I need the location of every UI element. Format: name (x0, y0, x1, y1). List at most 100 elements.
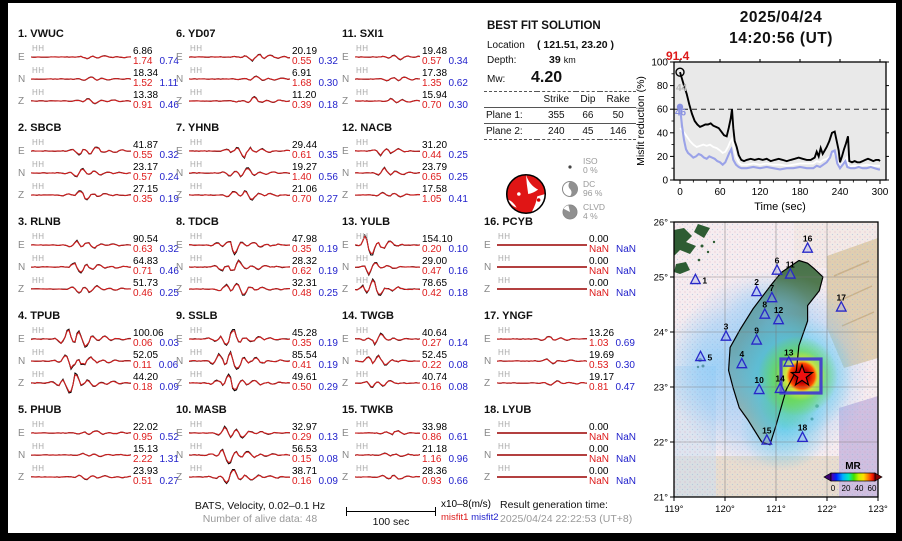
component-label: E (18, 427, 25, 439)
station-block-twgb: 14. TWGB E HH 40.64 0.27 0.14 N HH 52.45 0.22 0.08… (342, 310, 504, 394)
misfit-values: 0.35 0.19 (133, 194, 179, 206)
misfit2-value: 0.08 (318, 454, 338, 465)
trace-row: N HH 64.83 0.71 0.46 (18, 254, 180, 278)
waveform-trace (355, 430, 420, 436)
misfit1-value: 0.44 (422, 150, 442, 161)
peak-amplitude: 27.15 (133, 183, 159, 195)
trace-row: Z HH 23.93 0.51 0.27 (18, 464, 180, 488)
component-label: N (176, 167, 184, 179)
misfit1-value: NaN (589, 454, 610, 465)
map-station-label: 9 (754, 325, 759, 335)
peak-amplitude: 28.32 (292, 255, 318, 267)
col-dip: Dip (580, 94, 596, 105)
channel-label: HH (498, 254, 511, 263)
misfit1-value: 0.86 (422, 432, 442, 443)
component-label: N (342, 167, 350, 179)
peak-amplitude: 22.02 (133, 421, 159, 433)
waveform-plot: HH (355, 160, 420, 184)
channel-label: HH (190, 232, 203, 241)
misfit-values: 2.22 1.31 (133, 454, 179, 466)
trace-row: Z HH 49.61 0.50 0.29 (176, 370, 338, 394)
peak-amplitude: 17.58 (422, 183, 448, 195)
best-fit-title: BEST FIT SOLUTION (487, 20, 601, 32)
station-block-rlnb: 3. RLNB E HH 90.54 0.63 0.32 N HH 64.83 0.71 0.46 Z… (18, 216, 180, 300)
misfit2-value: 0.30 (615, 360, 635, 371)
misfit2-value: 0.14 (448, 338, 468, 349)
trace-values: 31.20 0.44 0.25 (422, 140, 468, 162)
misfit1-value: 0.47 (422, 266, 442, 277)
station-block-pcyb: 16. PCYB E HH 0.00 NaN NaN N HH 0.00 NaN NaN Z HH 0.0… (484, 216, 646, 300)
nodal-plane-table: Strike Dip Rake Plane 1: 355 66 50 Plane… (484, 91, 636, 140)
misfit-values: 0.35 0.19 (292, 244, 338, 256)
misfit2-value: 0.35 (318, 150, 338, 161)
channel-label: HH (498, 232, 511, 241)
misfit2-value: 0.69 (615, 338, 635, 349)
result-label: Result generation time: (500, 499, 608, 511)
waveform-trace (497, 266, 587, 268)
channel-label: HH (32, 464, 45, 473)
trace-row: E HH 32.97 0.29 0.13 (176, 420, 338, 444)
waveform-trace (31, 262, 131, 274)
channel-label: HH (32, 232, 45, 241)
misfit2-value: 0.32 (318, 56, 338, 67)
waveform-trace (355, 354, 420, 366)
component-label: E (176, 333, 183, 345)
waveform-plot: HH (189, 138, 290, 162)
trace-row: E HH 154.10 0.20 0.10 (342, 232, 504, 256)
misfit-values: 0.61 0.35 (292, 150, 338, 162)
map-station-marker-5 (694, 349, 707, 362)
misfit1-value: 1.68 (292, 78, 312, 89)
map-station-label: 1 (702, 275, 707, 285)
misfit-values: 0.29 0.13 (292, 432, 338, 444)
table-row: Plane 2: 240 45 146 (484, 124, 636, 140)
channel-label: HH (32, 66, 45, 75)
misfit-values: 0.46 0.25 (133, 288, 179, 300)
mr-legend-tick: 20 (842, 484, 851, 493)
trace-values: 13.38 0.91 0.46 (133, 90, 179, 112)
peak-amplitude: 23.93 (133, 465, 159, 477)
waveform-trace (189, 425, 290, 439)
peak-amplitude: 154.10 (422, 233, 453, 245)
waveform-trace (497, 432, 587, 434)
trace-values: 38.71 0.16 0.09 (292, 466, 338, 488)
peak-amplitude: 17.38 (422, 67, 448, 79)
trace-row: N HH 56.53 0.15 0.08 (176, 442, 338, 466)
waveform-trace (355, 147, 420, 157)
component-label: Z (18, 377, 25, 389)
misfit-values: 0.86 0.61 (422, 432, 468, 444)
waveform-trace (497, 288, 587, 290)
misfit-values: NaN NaN (589, 244, 636, 256)
misfit1-value: 1.52 (133, 78, 153, 89)
trace-row: N HH 15.13 2.22 1.31 (18, 442, 180, 466)
misfit1-value: 0.11 (133, 360, 152, 371)
peak-amplitude: 0.00 (589, 421, 609, 433)
misfit1-value: NaN (589, 288, 610, 299)
plane2-label: Plane 2: (486, 126, 523, 137)
trace-values: 0.00 NaN NaN (589, 421, 637, 444)
x-tick-label: 120 (752, 187, 769, 198)
waveform-plot: HH (355, 254, 420, 278)
waveform-plot: HH (31, 232, 131, 256)
component-label: N (342, 73, 350, 85)
trace-row: Z HH 19.17 0.81 0.47 (484, 370, 646, 394)
trace-row: N HH 19.27 1.40 0.56 (176, 160, 338, 184)
misfit1-value: 0.35 (292, 244, 312, 255)
waveform-trace (355, 166, 420, 176)
misfit2-value: NaN (616, 432, 637, 443)
trace-values: 6.91 1.68 0.30 (292, 68, 338, 90)
trace-values: 28.36 0.93 0.66 (422, 466, 468, 488)
misfit-values: 0.20 0.10 (422, 244, 468, 256)
component-label: Z (176, 471, 183, 483)
peak-amplitude: 32.97 (292, 421, 318, 433)
waveform-plot: HH (497, 232, 587, 256)
misfit1-value: 0.61 (292, 150, 312, 161)
trace-values: 0.00 NaN NaN (589, 256, 636, 278)
trace-row: N HH 23.79 0.65 0.25 (342, 160, 504, 184)
misfit-values: NaN NaN (589, 288, 636, 300)
misfit-values: 0.71 0.46 (133, 266, 179, 278)
trace-row: E HH 0.00 NaN NaN (484, 232, 646, 256)
x-tick-label: 240 (832, 187, 849, 198)
component-label: E (342, 51, 349, 63)
component-label: N (18, 167, 26, 179)
station-block-tpub: 4. TPUB E HH 100.06 0.06 0.03 N HH 52.05 0.11 0.06… (18, 310, 180, 394)
